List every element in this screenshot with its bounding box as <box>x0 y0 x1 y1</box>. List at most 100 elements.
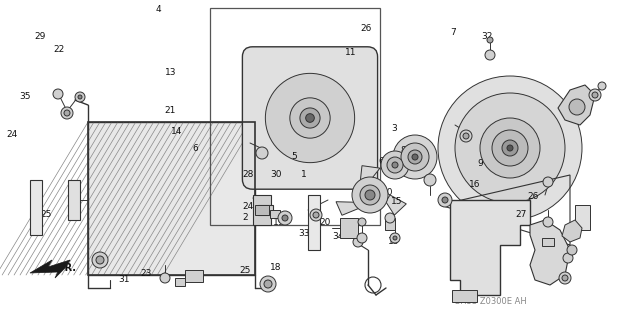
Circle shape <box>357 233 367 243</box>
Text: 33: 33 <box>298 229 309 238</box>
Circle shape <box>264 280 272 288</box>
Circle shape <box>260 276 276 292</box>
Text: 32: 32 <box>481 32 492 41</box>
Polygon shape <box>386 195 406 215</box>
Circle shape <box>313 212 319 218</box>
Text: 21: 21 <box>165 106 176 115</box>
Circle shape <box>393 236 397 240</box>
Circle shape <box>562 275 568 281</box>
Polygon shape <box>88 122 255 275</box>
Circle shape <box>310 209 322 221</box>
Circle shape <box>408 150 422 164</box>
Circle shape <box>592 92 598 98</box>
Circle shape <box>256 147 268 159</box>
Circle shape <box>463 133 469 139</box>
Text: 17: 17 <box>497 160 508 169</box>
Polygon shape <box>562 220 582 242</box>
Circle shape <box>507 145 513 151</box>
Circle shape <box>64 110 70 116</box>
Circle shape <box>401 143 429 171</box>
Circle shape <box>75 92 85 102</box>
Circle shape <box>559 272 571 284</box>
Circle shape <box>502 140 518 156</box>
Text: 4: 4 <box>155 5 161 14</box>
Circle shape <box>598 82 606 90</box>
Circle shape <box>569 99 585 115</box>
Circle shape <box>567 245 577 255</box>
Text: 18: 18 <box>270 263 281 272</box>
Text: 22: 22 <box>53 45 64 54</box>
Text: 12: 12 <box>518 136 529 145</box>
Text: 5: 5 <box>291 152 298 161</box>
Bar <box>68 180 80 220</box>
Circle shape <box>160 273 170 283</box>
Text: SH53 Z0300E AH: SH53 Z0300E AH <box>455 298 527 307</box>
Bar <box>30 180 42 235</box>
Text: 25: 25 <box>41 210 52 219</box>
Text: 24: 24 <box>7 130 18 139</box>
Text: 10: 10 <box>382 188 393 196</box>
Circle shape <box>390 233 400 243</box>
Bar <box>340 218 358 238</box>
Circle shape <box>485 50 495 60</box>
Circle shape <box>92 252 108 268</box>
Bar <box>385 218 395 230</box>
Text: 7: 7 <box>450 28 456 36</box>
Circle shape <box>290 98 330 138</box>
Bar <box>210 8 380 225</box>
Text: 16: 16 <box>469 180 480 188</box>
Bar <box>185 270 203 282</box>
Text: FR.: FR. <box>58 263 76 273</box>
Text: 9: 9 <box>477 159 484 168</box>
Bar <box>253 195 271 225</box>
Circle shape <box>352 177 388 213</box>
Text: 28: 28 <box>242 170 254 179</box>
Text: 19: 19 <box>273 218 285 227</box>
Circle shape <box>393 135 437 179</box>
Circle shape <box>480 118 540 178</box>
Circle shape <box>589 89 601 101</box>
Bar <box>308 195 320 250</box>
Text: 24: 24 <box>242 202 254 211</box>
Text: 20: 20 <box>320 218 331 227</box>
Text: 13: 13 <box>165 68 176 76</box>
Circle shape <box>353 237 363 247</box>
Circle shape <box>282 215 288 221</box>
Bar <box>270 210 280 218</box>
Bar <box>575 205 590 230</box>
Circle shape <box>53 89 63 99</box>
Text: 13: 13 <box>388 237 399 246</box>
Circle shape <box>381 151 409 179</box>
Text: 31: 31 <box>118 276 130 284</box>
Bar <box>255 205 269 215</box>
Text: 15: 15 <box>391 197 402 206</box>
Bar <box>542 238 554 246</box>
Circle shape <box>563 253 573 263</box>
Circle shape <box>543 177 553 187</box>
Circle shape <box>455 93 565 203</box>
Circle shape <box>78 95 82 99</box>
Bar <box>258 205 273 215</box>
Polygon shape <box>360 166 380 182</box>
Circle shape <box>358 218 366 226</box>
Circle shape <box>278 211 292 225</box>
Circle shape <box>487 37 493 43</box>
Text: 2: 2 <box>242 213 248 222</box>
Text: 14: 14 <box>171 127 182 136</box>
Text: 23: 23 <box>140 269 151 278</box>
Circle shape <box>360 185 380 205</box>
Circle shape <box>300 108 320 128</box>
Text: 25: 25 <box>239 266 250 275</box>
Text: 30: 30 <box>270 170 281 179</box>
Circle shape <box>438 193 452 207</box>
Polygon shape <box>558 85 595 125</box>
Polygon shape <box>530 220 570 285</box>
Text: 26: 26 <box>528 192 539 201</box>
Text: 1: 1 <box>301 170 307 179</box>
Circle shape <box>365 190 375 200</box>
Text: 34: 34 <box>332 232 343 241</box>
Text: 27: 27 <box>512 149 523 158</box>
Circle shape <box>424 174 436 186</box>
Circle shape <box>96 256 104 264</box>
Circle shape <box>412 154 418 160</box>
